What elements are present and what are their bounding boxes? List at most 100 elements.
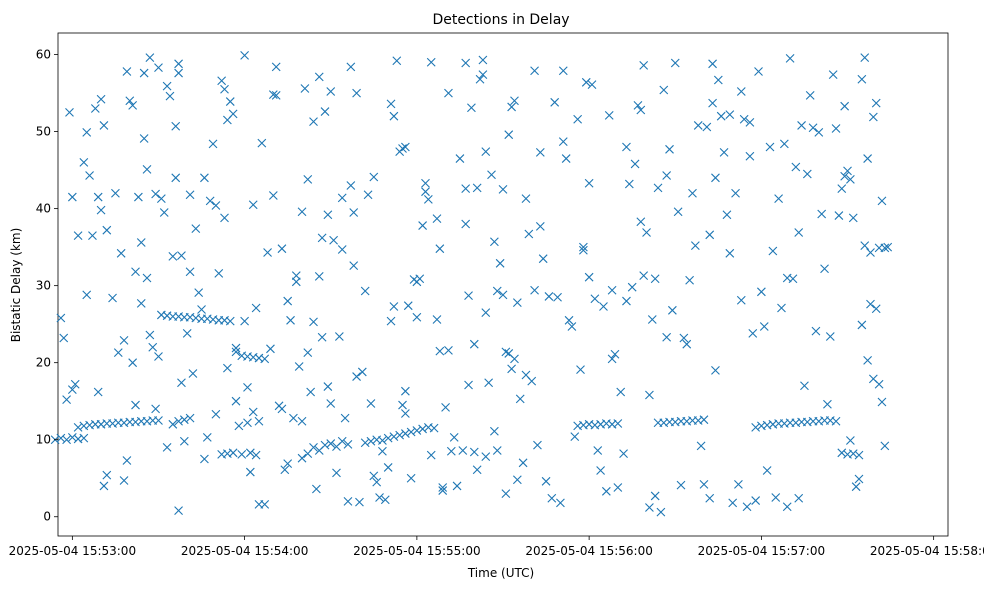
data-point xyxy=(883,242,893,252)
data-point xyxy=(794,228,804,237)
data-point xyxy=(728,498,738,508)
x-tick-label: 2025-05-04 15:54:00 xyxy=(181,544,308,558)
data-point xyxy=(306,387,316,397)
data-point xyxy=(461,184,471,193)
data-point xyxy=(174,59,183,69)
data-point xyxy=(510,96,519,106)
data-point xyxy=(696,441,706,451)
data-point xyxy=(289,413,298,423)
data-point xyxy=(406,473,416,483)
data-point xyxy=(240,316,250,326)
data-point xyxy=(438,483,448,492)
data-point xyxy=(464,380,473,390)
data-point xyxy=(558,66,568,76)
data-point xyxy=(343,496,353,506)
data-point xyxy=(151,189,161,199)
data-point xyxy=(446,446,456,456)
data-point xyxy=(369,172,379,182)
data-point xyxy=(845,436,855,445)
data-point xyxy=(220,84,229,94)
data-point xyxy=(139,134,149,143)
data-point xyxy=(257,138,267,148)
data-point xyxy=(145,330,155,340)
data-point xyxy=(309,443,318,452)
data-point xyxy=(225,316,235,326)
data-point xyxy=(277,404,287,414)
data-point xyxy=(432,315,442,324)
data-point xyxy=(633,101,643,110)
data-point xyxy=(248,407,258,417)
data-point xyxy=(771,493,781,502)
data-point xyxy=(521,194,531,204)
data-point xyxy=(346,181,356,190)
data-point xyxy=(280,465,290,475)
data-point xyxy=(56,313,66,323)
data-point xyxy=(214,268,224,278)
data-point xyxy=(751,423,761,432)
data-point xyxy=(739,114,749,124)
data-point xyxy=(659,85,669,95)
data-point xyxy=(119,335,129,345)
data-point xyxy=(777,303,786,313)
data-point xyxy=(323,210,333,220)
data-point xyxy=(378,446,387,456)
data-point xyxy=(303,348,313,358)
data-point xyxy=(142,273,152,283)
data-point xyxy=(645,503,654,512)
data-point xyxy=(831,416,841,426)
data-point xyxy=(99,121,109,130)
data-point xyxy=(811,326,821,336)
x-axis-label: Time (UTC) xyxy=(467,566,534,580)
data-point xyxy=(423,194,433,204)
data-point xyxy=(82,290,92,300)
y-tick-label: 40 xyxy=(36,202,51,216)
data-point xyxy=(550,97,560,107)
data-point xyxy=(357,367,367,377)
data-point xyxy=(309,117,318,126)
data-point xyxy=(297,453,307,463)
y-tick-label: 50 xyxy=(36,125,51,139)
data-point xyxy=(395,430,405,440)
data-point xyxy=(624,179,634,189)
data-point xyxy=(386,316,396,326)
data-point xyxy=(400,386,410,396)
data-point xyxy=(297,416,307,426)
y-tick-label: 10 xyxy=(36,433,51,447)
data-point xyxy=(400,142,410,152)
data-point xyxy=(283,296,293,306)
data-point xyxy=(840,101,850,111)
data-point xyxy=(863,154,873,163)
data-point xyxy=(751,496,761,505)
data-point xyxy=(366,399,376,408)
data-point xyxy=(688,188,697,198)
data-point xyxy=(481,147,491,157)
data-point xyxy=(553,292,562,302)
data-point xyxy=(567,322,577,331)
data-point xyxy=(444,345,453,355)
data-point xyxy=(837,448,847,458)
data-point xyxy=(498,290,508,300)
data-point xyxy=(389,432,399,442)
data-point xyxy=(243,418,252,428)
data-point xyxy=(791,162,801,172)
data-point xyxy=(530,66,539,76)
data-point xyxy=(200,454,209,464)
data-point xyxy=(530,285,539,295)
data-point xyxy=(128,101,138,110)
data-point xyxy=(639,60,649,70)
data-point xyxy=(182,329,192,338)
data-point xyxy=(291,277,301,287)
data-point xyxy=(622,142,631,152)
data-point xyxy=(814,127,824,137)
data-point xyxy=(725,110,735,120)
data-point xyxy=(800,381,809,391)
data-point xyxy=(831,124,841,133)
data-point xyxy=(461,219,471,229)
data-point xyxy=(512,475,522,485)
data-point xyxy=(848,449,858,458)
data-point xyxy=(458,446,468,455)
data-point xyxy=(154,63,163,73)
data-point xyxy=(171,173,181,183)
data-point xyxy=(650,274,660,284)
data-point xyxy=(667,305,677,315)
